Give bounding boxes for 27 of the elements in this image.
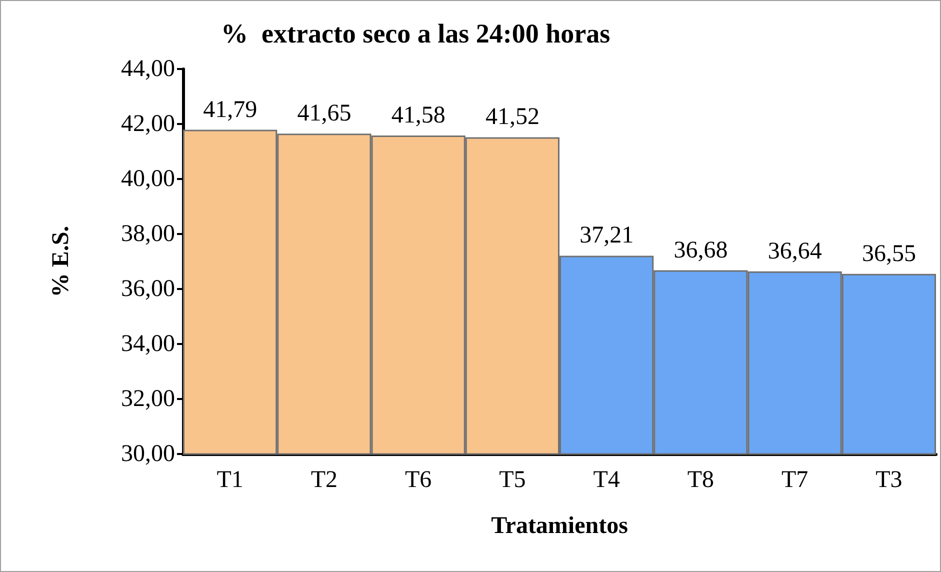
- y-tick-label: 36,00: [121, 276, 175, 302]
- data-label: 36,55: [862, 240, 916, 267]
- y-tick-label: 34,00: [121, 331, 175, 357]
- x-tick-label: T6: [404, 467, 432, 493]
- x-tick-label: T7: [781, 467, 808, 493]
- chart-title: % extracto seco a las 24:00 horas: [221, 18, 610, 48]
- x-tick-label: T1: [216, 467, 244, 493]
- data-label: 41,79: [203, 96, 258, 123]
- y-tick-label: 44,00: [121, 56, 175, 82]
- x-axis-title: Tratamientos: [491, 513, 628, 539]
- y-tick-label: 40,00: [121, 166, 175, 192]
- y-axis-title: % E.S.: [48, 226, 74, 298]
- x-tick-label: T4: [593, 467, 620, 493]
- data-label: 37,21: [580, 222, 634, 249]
- y-tick-label: 42,00: [121, 111, 175, 137]
- data-label: 41,52: [485, 104, 540, 130]
- data-label: 41,65: [297, 100, 352, 127]
- data-label: 41,58: [391, 102, 446, 129]
- x-tick-label: T5: [499, 467, 526, 493]
- data-label: 36,68: [674, 237, 728, 264]
- y-tick-label: 32,00: [121, 386, 175, 412]
- x-tick-label: T3: [876, 467, 902, 493]
- data-label: 36,64: [768, 238, 822, 264]
- x-tick-label: T8: [687, 467, 714, 493]
- y-tick-label: 38,00: [121, 221, 175, 247]
- y-tick-label: 30,00: [121, 441, 175, 467]
- x-tick-label: T2: [310, 467, 338, 493]
